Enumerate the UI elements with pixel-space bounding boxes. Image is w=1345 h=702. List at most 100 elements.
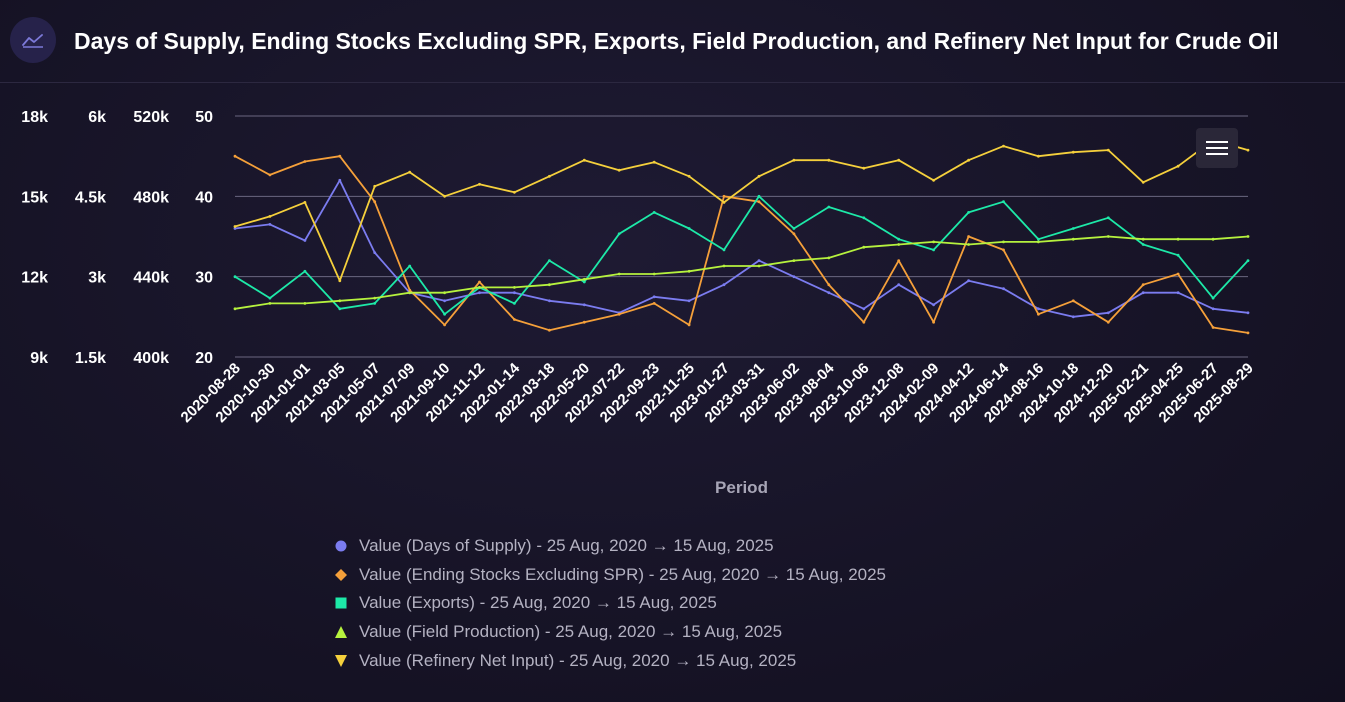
series-point-4 [967, 158, 970, 162]
series-point-2 [617, 232, 621, 236]
series-point-3 [1176, 237, 1180, 241]
series-point-1 [1211, 326, 1215, 329]
series-point-2 [1106, 216, 1110, 220]
series-point-3 [967, 243, 970, 246]
legend-item[interactable]: Value (Exports) - 25 Aug, 2020 → 15 Aug,… [333, 589, 886, 618]
legend-item[interactable]: Value (Field Production) - 25 Aug, 2020 … [333, 618, 886, 647]
series-point-0 [373, 251, 377, 255]
series-point-4 [373, 184, 377, 188]
series-line-0 [234, 179, 1249, 318]
series-point-4 [233, 225, 237, 228]
series-point-0 [338, 178, 342, 182]
series-point-3 [1002, 240, 1005, 244]
legend-item[interactable]: Value (Refinery Net Input) - 25 Aug, 202… [333, 646, 886, 675]
legend-circle-marker-icon [335, 540, 347, 552]
series-point-2 [687, 227, 691, 230]
y-axis-2-tick-label: 520k [133, 109, 169, 126]
x-axis-title: Period [715, 478, 768, 497]
series-point-1 [233, 154, 237, 158]
y-axis-0-tick-label: 18k [21, 109, 48, 126]
series-point-0 [233, 227, 237, 230]
series-point-0 [478, 291, 481, 295]
series-point-2 [757, 194, 761, 198]
series-point-1 [1246, 331, 1250, 335]
series-point-4 [1071, 150, 1075, 154]
legend-square-marker-icon [335, 597, 347, 609]
series-point-1 [687, 323, 691, 327]
series-point-4 [687, 174, 691, 178]
series-point-3 [932, 240, 935, 244]
legend-diamond-marker-icon [335, 568, 347, 581]
legend-triangle-up-marker-icon [335, 626, 347, 639]
legend-item[interactable]: Value (Ending Stocks Excluding SPR) - 25… [333, 561, 886, 590]
series-point-4 [582, 158, 586, 162]
legend-item[interactable]: Value (Days of Supply) - 25 Aug, 2020 → … [333, 532, 886, 561]
series-point-2 [1176, 253, 1180, 257]
series-point-3 [1106, 235, 1110, 238]
series-point-4 [478, 182, 481, 186]
series-point-3 [687, 269, 691, 273]
y-axis-0-tick-label: 9k [30, 350, 48, 367]
legend-triangle-down-marker-icon [335, 654, 347, 667]
series-point-0 [897, 283, 901, 287]
series-point-3 [827, 256, 831, 260]
series-point-4 [513, 190, 516, 194]
legend-item-label: Value (Ending Stocks Excluding SPR) - 25… [359, 564, 887, 584]
legend-item-label: Value (Field Production) - 25 Aug, 2020 … [359, 622, 783, 642]
y-axis-3-tick-label: 50 [195, 109, 213, 126]
series-point-1 [617, 312, 621, 316]
series-point-1 [1141, 283, 1145, 287]
series-point-3 [897, 243, 901, 246]
series-point-4 [897, 158, 901, 162]
series-point-0 [687, 299, 691, 303]
y-axis-2-tick-label: 440k [133, 270, 169, 287]
series-point-4 [617, 168, 621, 172]
series-point-3 [233, 307, 237, 311]
series-point-4 [338, 279, 342, 283]
series-point-1 [827, 283, 831, 287]
series-point-3 [1211, 237, 1215, 241]
series-point-3 [617, 272, 621, 276]
series-point-4 [722, 201, 726, 204]
series-point-0 [967, 279, 970, 283]
series-point-4 [548, 174, 551, 178]
chart-menu-button[interactable] [1196, 128, 1238, 168]
series-point-4 [408, 170, 412, 174]
y-axis-3-tick-label: 30 [195, 270, 213, 287]
series-point-2 [582, 280, 586, 284]
series-point-1 [932, 320, 935, 324]
series-point-0 [757, 259, 761, 262]
series-point-4 [1246, 148, 1250, 152]
y-axis-2-tick-label: 400k [133, 350, 169, 367]
series-point-2 [233, 275, 237, 279]
series-point-0 [1211, 307, 1215, 311]
series-point-2 [303, 269, 307, 273]
legend-item-label: Value (Refinery Net Input) - 25 Aug, 202… [359, 650, 797, 670]
series-point-3 [1246, 235, 1250, 238]
series-point-1 [897, 259, 901, 262]
series-point-2 [548, 259, 551, 262]
line-chart-icon [22, 34, 43, 48]
y-axis-2-tick-label: 480k [133, 189, 169, 206]
series-point-2 [1037, 237, 1040, 241]
series-point-1 [268, 173, 272, 177]
series-point-0 [513, 291, 516, 295]
series-point-2 [792, 227, 796, 230]
series-point-0 [1071, 315, 1075, 319]
series-point-4 [792, 158, 796, 162]
series-point-1 [1071, 299, 1075, 303]
series-point-3 [1037, 240, 1040, 244]
series-point-4 [268, 215, 272, 218]
series-point-2 [1071, 227, 1075, 230]
series-point-3 [548, 283, 551, 287]
y-axis-1-tick-label: 4.5k [75, 189, 106, 206]
series-point-4 [1037, 154, 1040, 158]
series-point-3 [792, 259, 796, 262]
series-point-1 [1176, 272, 1180, 276]
y-axis-1-tick-label: 1.5k [75, 350, 106, 367]
series-point-4 [303, 201, 307, 204]
series-point-2 [268, 296, 272, 300]
series-point-2 [652, 211, 656, 214]
y-axis-3-tick-label: 40 [195, 189, 213, 206]
series-point-3 [478, 286, 481, 289]
